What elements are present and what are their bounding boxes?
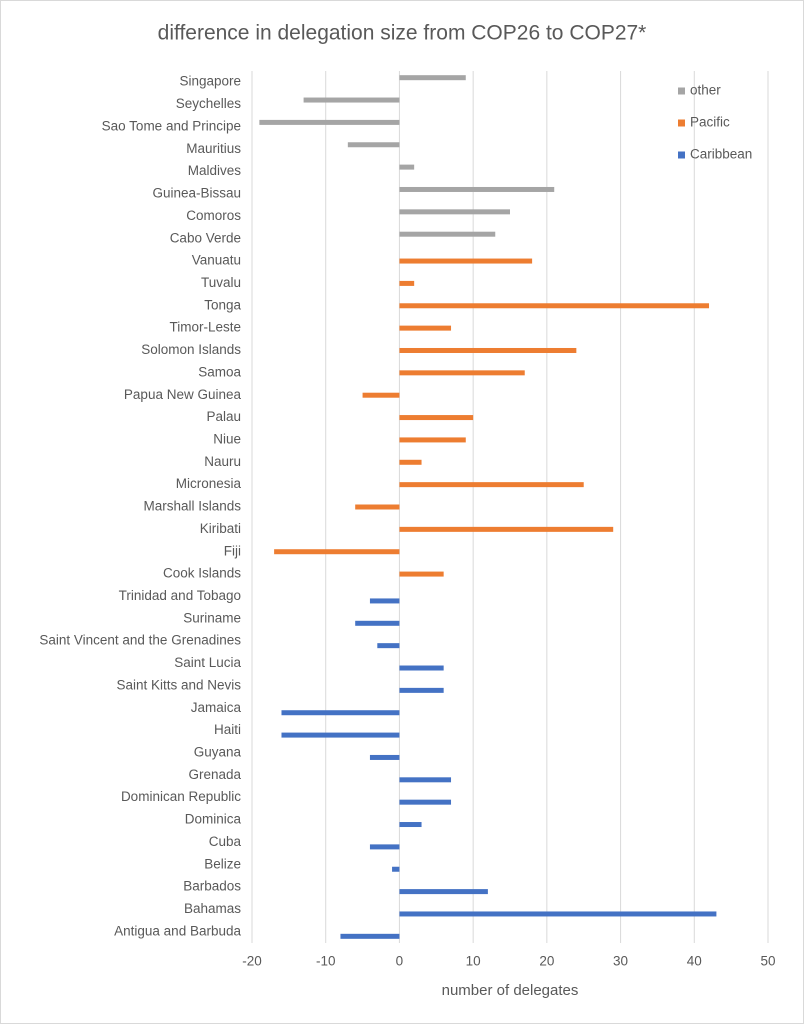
bar	[399, 889, 488, 895]
x-tick-label: -20	[242, 954, 262, 969]
bar	[281, 732, 400, 738]
bar	[399, 437, 466, 443]
bar	[399, 415, 474, 421]
bar	[362, 392, 400, 398]
y-tick-label: Palau	[206, 409, 241, 424]
bar	[392, 866, 400, 872]
x-tick-label: 50	[760, 954, 775, 969]
y-tick-label: Trinidad and Tobago	[119, 588, 241, 603]
bar	[399, 303, 710, 309]
bar	[303, 97, 400, 103]
y-tick-label: Saint Vincent and the Grenadines	[39, 633, 241, 648]
y-tick-label: Dominica	[185, 812, 242, 827]
x-tick-label: 10	[466, 954, 481, 969]
bar	[399, 75, 466, 81]
bar	[399, 459, 422, 465]
y-tick-label: Mauritius	[186, 141, 241, 156]
bar	[340, 933, 400, 939]
y-tick-label: Haiti	[214, 722, 241, 737]
y-tick-label: Sao Tome and Principe	[102, 118, 241, 133]
y-tick-label: Cook Islands	[163, 566, 241, 581]
bar	[274, 549, 400, 555]
y-tick-label: Tonga	[204, 297, 241, 312]
y-tick-label: Timor-Leste	[169, 320, 241, 335]
y-tick-label: Tuvalu	[201, 275, 241, 290]
y-tick-label: Guyana	[194, 745, 242, 760]
y-tick-label: Jamaica	[191, 700, 242, 715]
y-tick-label: Dominican Republic	[121, 789, 241, 804]
legend-label: Caribbean	[690, 147, 752, 162]
y-tick-label: Antigua and Barbuda	[114, 923, 241, 938]
bar	[399, 822, 422, 828]
legend-label: other	[690, 83, 721, 98]
x-tick-label: 20	[539, 954, 554, 969]
bar	[399, 571, 444, 577]
y-tick-label: Guinea-Bissau	[152, 186, 241, 201]
x-tick-label: 30	[613, 954, 628, 969]
y-tick-label: Comoros	[186, 208, 241, 223]
bar	[259, 119, 400, 125]
y-tick-label: Solomon Islands	[141, 342, 241, 357]
bar	[399, 665, 444, 671]
bar	[399, 911, 717, 917]
y-tick-label: Kiribati	[200, 521, 241, 536]
legend-swatch	[678, 151, 685, 159]
bar	[399, 186, 555, 192]
bar	[399, 347, 577, 353]
x-tick-label: 40	[687, 954, 702, 969]
y-tick-label: Cabo Verde	[170, 230, 241, 245]
bar	[399, 280, 415, 286]
y-tick-label: Barbados	[183, 879, 241, 894]
bar	[399, 526, 614, 532]
bar	[399, 258, 533, 264]
bar	[369, 844, 400, 850]
chart-title: difference in delegation size from COP26…	[158, 22, 647, 45]
legend-label: Pacific	[690, 115, 730, 130]
y-tick-label: Vanuatu	[192, 253, 241, 268]
bar	[369, 754, 400, 760]
bar	[399, 209, 510, 215]
y-tick-label: Samoa	[198, 364, 241, 379]
y-tick-label: Nauru	[204, 454, 241, 469]
bar	[355, 620, 400, 626]
legend-swatch	[678, 119, 685, 127]
bar	[369, 598, 400, 604]
bar	[355, 504, 400, 510]
y-tick-label: Papua New Guinea	[124, 387, 242, 402]
y-tick-label: Saint Kitts and Nevis	[116, 677, 241, 692]
y-tick-label: Bahamas	[184, 901, 241, 916]
bar	[399, 370, 525, 376]
y-tick-label: Marshall Islands	[143, 499, 241, 514]
bar	[399, 777, 452, 783]
bar	[399, 799, 452, 805]
x-tick-label: -10	[316, 954, 336, 969]
y-tick-label: Maldives	[188, 163, 242, 178]
y-tick-label: Fiji	[224, 543, 241, 558]
bar	[347, 142, 400, 148]
bar	[399, 482, 584, 488]
y-tick-label: Singapore	[179, 74, 241, 89]
y-tick-label: Grenada	[188, 767, 241, 782]
y-tick-label: Saint Lucia	[174, 655, 241, 670]
legend-swatch	[678, 87, 685, 95]
bar	[281, 710, 400, 716]
y-tick-label: Micronesia	[176, 476, 242, 491]
y-tick-label: Belize	[204, 856, 241, 871]
y-tick-label: Cuba	[209, 834, 242, 849]
bar	[399, 687, 444, 693]
y-tick-label: Seychelles	[176, 96, 242, 111]
bar	[399, 325, 452, 331]
y-tick-label: Niue	[213, 431, 241, 446]
x-axis-title: number of delegates	[442, 982, 579, 999]
x-tick-label: 0	[396, 954, 404, 969]
y-tick-label: Suriname	[183, 610, 241, 625]
bar	[399, 231, 496, 237]
bar	[377, 643, 400, 649]
bar	[399, 164, 415, 170]
